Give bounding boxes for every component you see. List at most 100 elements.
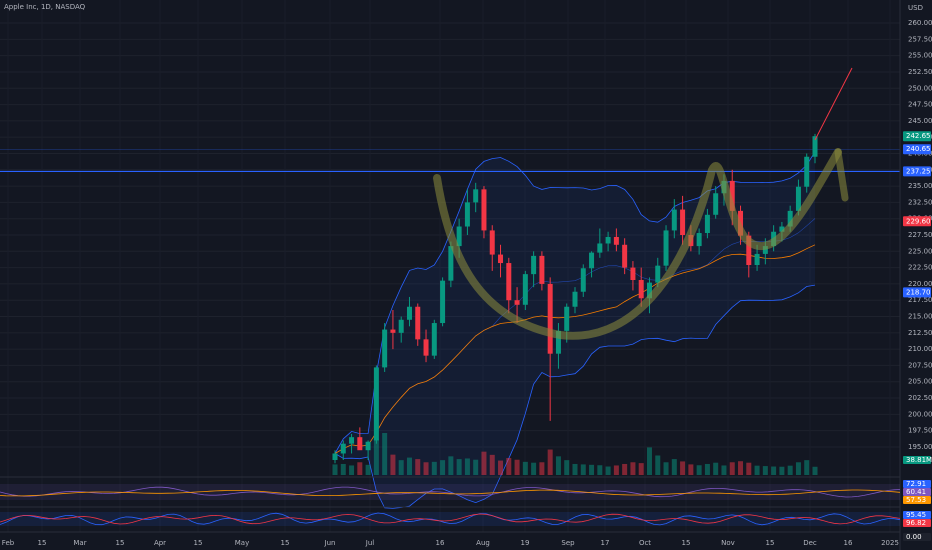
pane-tag [903, 511, 931, 519]
volume-bar [738, 461, 744, 475]
candle-body [398, 319, 404, 333]
price-tag [903, 216, 931, 227]
volume-bar [572, 463, 578, 475]
price-tag-label: 237.25 [906, 167, 931, 175]
candle-body [704, 214, 710, 234]
price-tag-label: 242.65 [906, 132, 931, 140]
cup-annotation [433, 148, 842, 340]
x-tick-label: 15 [766, 539, 775, 547]
candle-body [795, 186, 801, 211]
candle-body [812, 136, 818, 157]
candle-body [613, 236, 619, 245]
x-tick-label: Jun [324, 539, 336, 547]
volume-bar [481, 451, 487, 475]
candle-body [713, 193, 719, 215]
volume-bar [531, 462, 537, 475]
candle-body [630, 267, 636, 280]
candle-body [440, 280, 446, 324]
pane-tag [903, 533, 931, 541]
price-tag [903, 166, 931, 177]
x-tick-label: 2025 [881, 539, 899, 547]
price-tag-label: 218.70 [906, 288, 931, 296]
volume-bar [415, 459, 421, 475]
volume-bar [506, 458, 512, 475]
y-tick-label: 252.50 [908, 68, 932, 76]
pane-tag [903, 480, 931, 488]
volume-bar [473, 459, 479, 475]
volume-bar [406, 457, 412, 475]
volume-bar [605, 466, 611, 475]
pane-tag-label: 95.45 [906, 511, 926, 519]
price-tag-label: 240.65 [906, 145, 931, 153]
candle-body [382, 329, 388, 368]
candle-body [787, 210, 793, 227]
volume-bar [398, 460, 404, 475]
volume-bar [382, 433, 388, 475]
price-tag [903, 144, 931, 155]
volume-bar [804, 460, 810, 475]
volume-bar [365, 464, 371, 475]
candle-body [671, 209, 677, 231]
candle-body [349, 437, 355, 444]
candle-body [332, 453, 338, 460]
candle-body [572, 291, 578, 307]
volume-bar [580, 464, 586, 475]
x-tick-label: Sep [561, 539, 575, 547]
candle-body [506, 263, 512, 301]
candle-body [663, 230, 669, 266]
price-tag-label: 229.60 [906, 217, 931, 225]
cup-annotation-tail [834, 148, 849, 202]
candle-body [680, 209, 686, 235]
y-tick-label: 225.00 [908, 247, 932, 255]
osc-line [0, 486, 901, 498]
volume-bar [489, 454, 495, 475]
candle-body [547, 283, 553, 354]
candle-body [456, 226, 462, 247]
y-tick-label: 260.00 [908, 19, 932, 27]
candle-body [365, 441, 371, 451]
candle-body [373, 367, 379, 441]
y-tick-label: 205.00 [908, 378, 932, 386]
volume-bar [713, 462, 719, 475]
x-tick-label: 15 [281, 539, 290, 547]
candle-body [804, 156, 810, 187]
volume-bar [754, 465, 760, 475]
volume-bar [498, 460, 504, 475]
candle-body [762, 246, 768, 254]
volume-bar [340, 463, 346, 475]
candle-body [464, 202, 470, 227]
y-tick-label: 207.50 [908, 361, 932, 369]
x-tick-label: Apr [154, 539, 166, 547]
candle-body [522, 274, 528, 305]
band-lower [334, 284, 816, 509]
volume-bar [597, 465, 603, 475]
volume-bar [613, 465, 619, 475]
candle-body [555, 330, 561, 354]
y-tick-label: 200.00 [908, 410, 932, 418]
candle-body [655, 265, 661, 283]
x-tick-label: 15 [682, 539, 691, 547]
volume-bar [456, 459, 462, 475]
osc-signal [0, 489, 901, 497]
pane-tag [903, 456, 931, 464]
candle-body [638, 280, 644, 299]
y-tick-label: 245.00 [908, 117, 932, 125]
candle-body [605, 236, 611, 244]
volume-bar [812, 466, 818, 475]
volume-pane [332, 433, 818, 475]
candle-body [646, 282, 652, 299]
candle-body [746, 235, 752, 265]
volume-bar [671, 459, 677, 475]
volume-bar [564, 460, 570, 475]
candle-body [431, 323, 437, 356]
candle-body [390, 329, 396, 333]
candle-body [406, 306, 412, 320]
volume-bar [332, 464, 338, 475]
chart-title: Apple Inc, 1D, NASDAQ [4, 3, 86, 11]
y-tick-label: 215.00 [908, 313, 932, 321]
pane-tag [903, 488, 931, 496]
candle-body [580, 268, 586, 292]
y-tick-label: 220.00 [908, 280, 932, 288]
candle-body [539, 255, 545, 284]
